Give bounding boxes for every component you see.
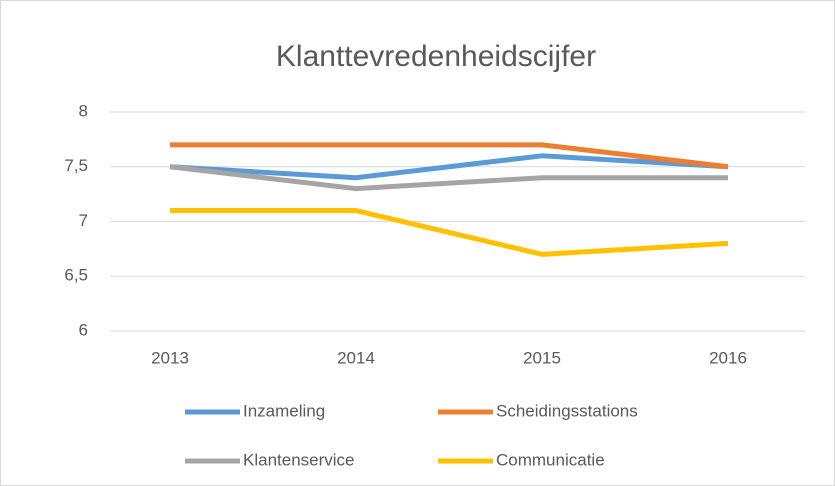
y-tick-label: 6 <box>79 320 88 339</box>
y-tick-label: 7 <box>79 211 88 230</box>
series-line <box>170 208 729 257</box>
x-tick-label: 2013 <box>151 348 189 367</box>
y-tick-label: 8 <box>79 101 88 120</box>
y-tick-label: 6,5 <box>64 266 88 285</box>
x-tick-label: 2014 <box>337 348 375 367</box>
y-tick-label: 7,5 <box>64 156 88 175</box>
series-line <box>170 142 729 170</box>
x-tick-label: 2016 <box>709 348 747 367</box>
legend-label: Communicatie <box>496 450 605 469</box>
chart-title: Klanttevredenheidscijfer <box>276 40 596 73</box>
legend-label: Scheidingsstations <box>496 401 638 420</box>
series-line <box>169 153 729 181</box>
legend-label: Inzameling <box>243 401 325 420</box>
legend-label: Klantenservice <box>243 450 355 469</box>
series-line <box>169 164 728 192</box>
x-tick-label: 2015 <box>523 348 561 367</box>
